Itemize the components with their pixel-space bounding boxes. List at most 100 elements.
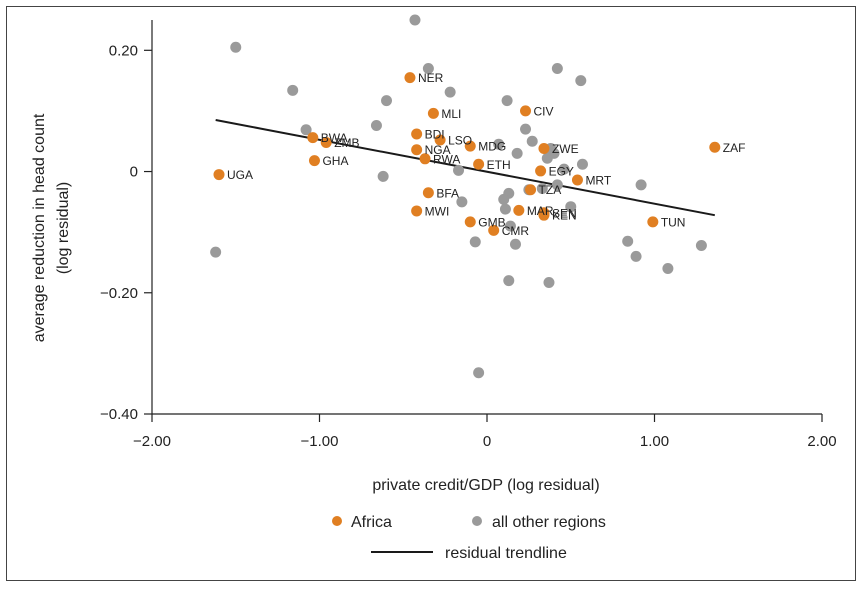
y-tick-label: 0.20 [109, 42, 138, 59]
axis-ticks: −2.00 −1.00 0 1.00 2.00 −0.40 −0.20 0 0.20 [100, 42, 837, 450]
africa-point [647, 216, 659, 228]
africa-point-label: MAR [527, 204, 554, 218]
other-region-point [630, 250, 642, 262]
x-tick-label: −2.00 [133, 433, 171, 450]
other-region-point [551, 62, 563, 74]
africa-point [709, 141, 721, 153]
africa-point-label: CMR [502, 224, 530, 238]
other-region-point [422, 62, 434, 74]
africa-point-label: CIV [534, 104, 554, 118]
residual-trendline [215, 119, 715, 217]
africa-point-label: BDI [425, 127, 445, 141]
other-region-point [551, 179, 563, 191]
africa-point [525, 184, 537, 196]
africa-point-label: MRT [585, 174, 611, 188]
other-region-point [469, 236, 481, 248]
africa-point [464, 140, 476, 152]
africa-point [308, 155, 320, 167]
other-region-point [526, 135, 538, 147]
africa-point-label: UGA [227, 168, 253, 182]
other-region-point [473, 367, 485, 379]
other-region-point [444, 86, 456, 98]
other-region-point [565, 201, 577, 213]
africa-point [571, 174, 583, 186]
africa-point-label: BWA [321, 131, 348, 145]
trendline-layer [215, 119, 715, 217]
africa-point-label: TUN [661, 215, 686, 229]
other-region-point [504, 220, 516, 232]
other-region-point [541, 152, 553, 164]
legend: Africa all other regions residual trendl… [332, 514, 606, 562]
africa-point [419, 153, 431, 165]
africa-point [464, 216, 476, 228]
africa-points [213, 72, 721, 236]
africa-point-label: NER [418, 71, 444, 85]
other-region-point [511, 147, 523, 159]
africa-point [538, 209, 550, 221]
africa-point-label: ETH [487, 158, 511, 172]
other-region-point [558, 163, 570, 175]
other-region-point [695, 239, 707, 251]
africa-point-label: EGY [549, 164, 574, 178]
other-region-point [575, 75, 587, 87]
other-region-point [543, 276, 555, 288]
africa-point [320, 136, 332, 148]
other-region-point [576, 158, 588, 170]
other-region-point [622, 235, 634, 247]
x-tick-label: 0 [483, 433, 491, 450]
y-tick-label: −0.20 [100, 285, 138, 302]
africa-point-label: GMB [478, 215, 505, 229]
legend-other-marker [472, 516, 482, 526]
africa-point-label: ZAF [723, 141, 746, 155]
legend-africa-marker [332, 516, 342, 526]
africa-point [404, 72, 416, 84]
legend-other-label: all other regions [492, 514, 606, 531]
legend-africa-label: Africa [351, 514, 392, 531]
africa-point [213, 169, 225, 181]
other-region-point [300, 124, 312, 136]
other-region-point [509, 238, 521, 250]
x-tick-label: 1.00 [640, 433, 669, 450]
africa-point-label: MWI [425, 204, 450, 218]
other-region-point [493, 138, 505, 150]
other-region-point [503, 275, 515, 287]
africa-point [427, 107, 439, 119]
africa-point-label: BFA [436, 186, 459, 200]
africa-point-label: RWA [433, 152, 460, 166]
y-tick-label: 0 [130, 164, 138, 181]
africa-point [422, 187, 434, 199]
africa-point-label: GHA [322, 154, 348, 168]
x-tick-label: −1.00 [301, 433, 339, 450]
africa-point-label: ZMB [334, 136, 359, 150]
africa-point [411, 128, 423, 140]
africa-point [307, 132, 319, 144]
africa-point [488, 224, 500, 236]
africa-point [535, 165, 547, 177]
other-region-point [498, 193, 510, 205]
africa-point [411, 144, 423, 156]
africa-point-label: SEN [552, 206, 577, 220]
africa-point [538, 143, 550, 155]
other-region-point [453, 164, 465, 176]
y-axis-title-line-1: average reduction in head count [31, 113, 48, 342]
other-region-point [662, 263, 674, 275]
africa-point-label: ZWE [552, 142, 579, 156]
africa-point [473, 158, 485, 170]
y-tick-label: −0.40 [100, 406, 138, 423]
other-region-point [520, 123, 532, 135]
africa-point [520, 105, 532, 117]
other-region-point [210, 246, 222, 258]
y-axis-title-line-2: (log residual) [55, 182, 72, 274]
other-region-point [501, 95, 513, 107]
legend-trendline-label: residual trendline [445, 545, 567, 562]
africa-point-label: LSO [448, 134, 472, 148]
africa-point-label: KEN [552, 209, 577, 223]
africa-point [411, 205, 423, 217]
other-region-point [409, 14, 421, 26]
x-axis-title: private credit/GDP (log residual) [372, 477, 599, 494]
other-region-point [536, 183, 548, 195]
africa-point-label: NGA [425, 143, 451, 157]
chart-frame [6, 6, 856, 581]
